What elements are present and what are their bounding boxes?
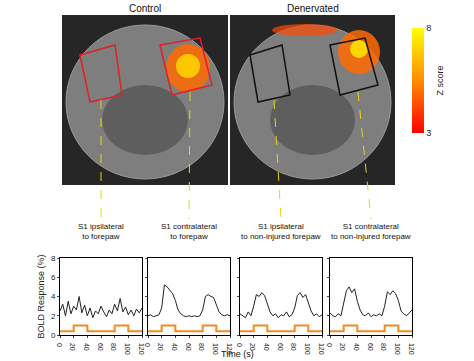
svg-text:Control: Control (129, 3, 161, 14)
svg-text:S1 contralateralto forepaw: S1 contralateralto forepaw (161, 222, 217, 241)
svg-text:120: 120 (138, 343, 145, 355)
svg-text:Time (s): Time (s) (221, 349, 254, 359)
svg-text:40: 40 (171, 343, 178, 351)
svg-text:120: 120 (408, 343, 415, 355)
svg-text:0: 0 (144, 343, 151, 347)
svg-text:S1 ipsilateralto non-injured f: S1 ipsilateralto non-injured forepaw (241, 222, 321, 241)
svg-text:100: 100 (124, 343, 131, 355)
svg-text:8: 8 (51, 254, 56, 263)
svg-text:0: 0 (326, 343, 333, 347)
svg-text:S1 contralateralto non-injured: S1 contralateralto non-injured forepaw (331, 222, 411, 241)
svg-text:3: 3 (426, 128, 431, 138)
svg-text:0: 0 (51, 331, 56, 340)
svg-text:2: 2 (51, 312, 56, 321)
svg-text:Z score: Z score (435, 65, 445, 95)
svg-text:80: 80 (290, 343, 297, 351)
svg-text:120: 120 (318, 343, 325, 355)
svg-text:8: 8 (426, 23, 431, 33)
svg-text:60: 60 (367, 343, 374, 351)
svg-text:20: 20 (157, 343, 164, 351)
svg-text:60: 60 (277, 343, 284, 351)
svg-text:100: 100 (212, 343, 219, 355)
svg-text:Denervated: Denervated (287, 3, 339, 14)
svg-text:100: 100 (304, 343, 311, 355)
svg-text:20: 20 (249, 343, 256, 351)
svg-text:40: 40 (83, 343, 90, 351)
svg-text:100: 100 (394, 343, 401, 355)
svg-text:0: 0 (236, 343, 243, 347)
svg-text:80: 80 (380, 343, 387, 351)
svg-text:80: 80 (110, 343, 117, 351)
svg-text:6: 6 (51, 273, 56, 282)
svg-text:60: 60 (97, 343, 104, 351)
svg-text:BOLD Response (%): BOLD Response (%) (36, 254, 46, 338)
svg-text:40: 40 (263, 343, 270, 351)
svg-text:4: 4 (51, 292, 56, 301)
svg-text:S1 ipsilateralto forepaw: S1 ipsilateralto forepaw (78, 222, 124, 241)
svg-text:120: 120 (226, 343, 233, 355)
svg-text:60: 60 (185, 343, 192, 351)
svg-text:0: 0 (56, 343, 63, 347)
svg-text:20: 20 (69, 343, 76, 351)
svg-text:80: 80 (198, 343, 205, 351)
svg-text:20: 20 (339, 343, 346, 351)
svg-text:40: 40 (353, 343, 360, 351)
